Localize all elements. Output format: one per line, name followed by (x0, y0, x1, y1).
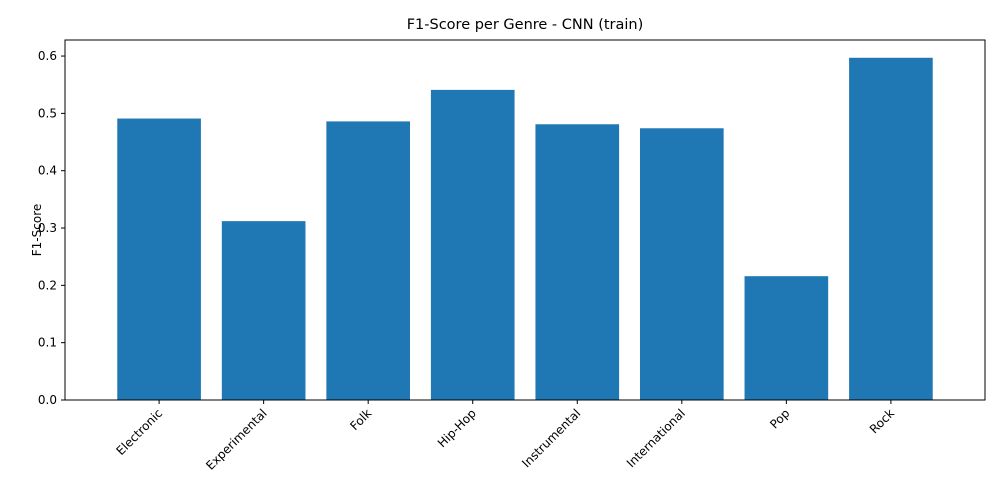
bar-instrumental (535, 124, 620, 400)
chart-title: F1-Score per Genre - CNN (train) (407, 17, 644, 33)
y-tick-label: 0.5 (38, 106, 57, 120)
bar-rock (849, 57, 933, 401)
bar-experimental (221, 221, 306, 400)
bar-electronic (117, 118, 201, 400)
bar-pop (744, 276, 829, 400)
y-tick-label: 0.3 (38, 221, 57, 235)
x-tick-label: Pop (767, 406, 792, 431)
x-tick-label: Electronic (113, 406, 165, 458)
y-axis-ticks: 0.0 0.1 0.2 0.3 0.4 0.5 0.6 (38, 49, 65, 407)
x-tick-label: Instrumental (519, 406, 583, 470)
x-tick-label: Hip-Hop (435, 406, 479, 450)
bar-folk (326, 121, 410, 400)
x-tick-label: Rock (867, 406, 897, 436)
bar-international (640, 128, 724, 400)
y-tick-label: 0.2 (38, 278, 57, 292)
y-tick-label: 0.0 (38, 393, 57, 407)
x-tick-label: Folk (347, 406, 374, 433)
y-tick-label: 0.4 (38, 164, 57, 178)
plot-area-frame (64, 39, 986, 401)
x-tick-label: Experimental (203, 406, 269, 472)
y-tick-label: 0.6 (38, 49, 57, 63)
x-tick-label: International (624, 406, 688, 470)
y-axis-label: F1-Score (30, 204, 44, 256)
bars-group (117, 57, 933, 401)
y-tick-label: 0.1 (38, 336, 57, 350)
x-axis-ticks: Electronic Experimental Folk Hip-Hop Instrum… (113, 400, 897, 473)
bar-hip-hop (430, 89, 515, 400)
